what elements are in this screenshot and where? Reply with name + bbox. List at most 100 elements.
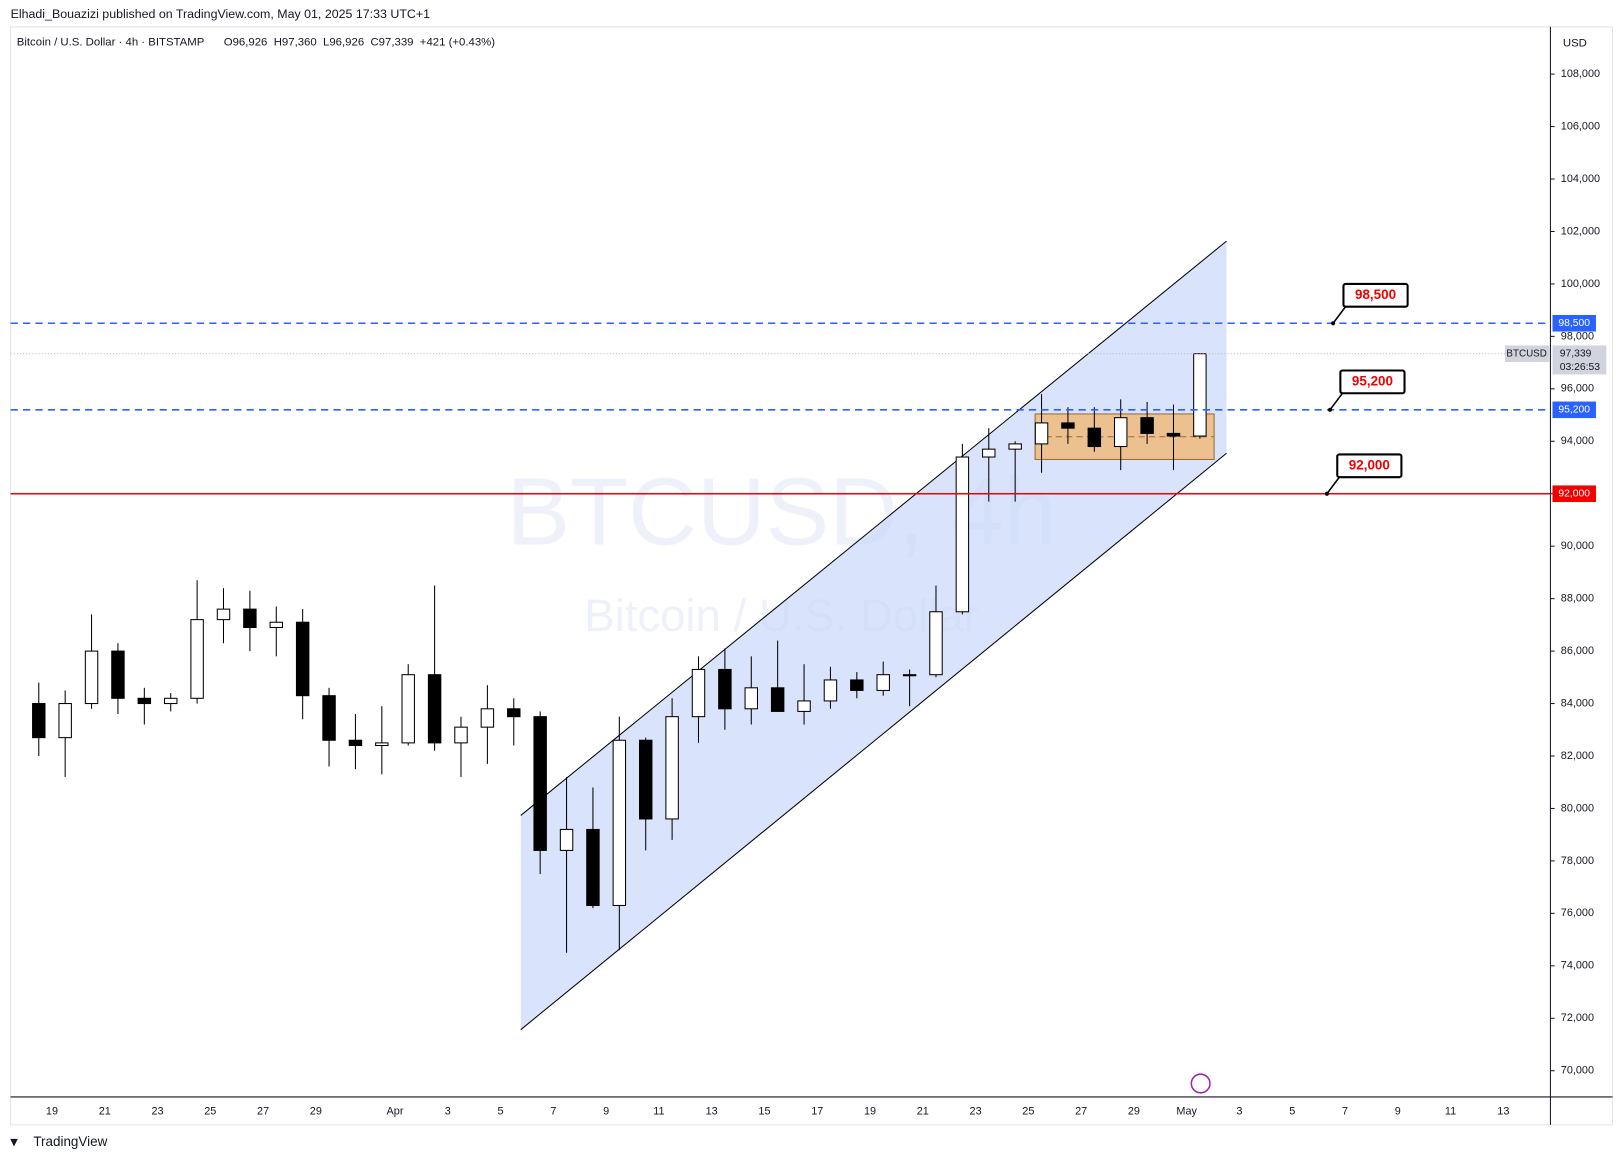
ohlc-line: O96,926 H97,360 L96,926 C97,339 +421 (+0… [224, 36, 496, 48]
candle-body [427, 674, 442, 744]
candle-body [295, 621, 310, 697]
x-tick-label: 5 [1289, 1105, 1295, 1117]
x-tick-label: 19 [864, 1105, 876, 1117]
y-tick-label: 74,000 [1561, 960, 1594, 972]
candle-body [929, 611, 943, 676]
frame [10, 26, 1614, 1126]
candle-body [797, 700, 811, 712]
y-tick-label: 86,000 [1561, 645, 1594, 657]
candle-body [902, 674, 917, 677]
footer: TradingView [33, 1134, 107, 1149]
candle-body [137, 697, 152, 705]
callout-anchor [1331, 321, 1336, 326]
currency: USD [1563, 37, 1587, 49]
candle-body [691, 668, 706, 718]
candle-body [559, 828, 574, 851]
candle-body [823, 679, 838, 702]
x-tick-label: 27 [257, 1105, 269, 1117]
candle-body [612, 739, 627, 907]
callout-box [1339, 369, 1406, 395]
candle-body [454, 726, 468, 744]
x-tick-label: 9 [1395, 1105, 1401, 1117]
candle-body [375, 742, 389, 747]
channel-upper [520, 240, 1227, 816]
callout-label: 98,500 [1355, 287, 1396, 302]
candle-body [850, 679, 864, 691]
candle-body [32, 703, 46, 739]
candle-body [480, 708, 495, 728]
candle-body [163, 697, 178, 705]
header: Elhadi_Bouazizi published on TradingView… [11, 7, 431, 21]
event-icon[interactable] [1190, 1073, 1211, 1094]
x-tick-label: 11 [653, 1105, 664, 1117]
countdown-label: 03:26:53 [1560, 362, 1600, 373]
x-tick-label: 13 [1497, 1105, 1509, 1117]
x-tick-label: 23 [970, 1105, 982, 1117]
x-tick-label: 13 [706, 1105, 718, 1117]
callout-label: 95,200 [1352, 373, 1393, 388]
candle-body [1166, 432, 1181, 437]
callout-box [1336, 453, 1403, 479]
callout-label: 92,000 [1349, 457, 1390, 472]
x-tick-label: 7 [550, 1105, 556, 1117]
symbol-line: Bitcoin / U.S. Dollar · 4h · BITSTAMP [17, 36, 205, 48]
y-tick-label: 98,000 [1561, 330, 1594, 342]
x-tick-label: Apr [387, 1105, 404, 1117]
candle-body [401, 674, 415, 744]
logo-mark: ▾ [10, 1134, 18, 1149]
candle-body [243, 608, 257, 629]
y-tick-label: 108,000 [1561, 68, 1600, 80]
price-tag-label: 97,339 [1560, 348, 1592, 359]
x-tick-label: 15 [758, 1105, 770, 1117]
callout-anchor [1324, 491, 1329, 496]
axis-tag [1552, 314, 1596, 332]
candle-body [638, 739, 653, 820]
candle-body [1193, 353, 1207, 437]
y-tick-label: 76,000 [1561, 907, 1594, 919]
y-tick-label: 70,000 [1561, 1065, 1594, 1077]
callout-anchor [1327, 407, 1333, 412]
candle-body [1140, 417, 1154, 434]
axis-tag-label: 92,000 [1558, 488, 1590, 499]
y-tick-label: 80,000 [1561, 802, 1594, 814]
candle-body [1113, 417, 1128, 448]
y-tick-label: 104,000 [1561, 173, 1600, 185]
candle-body [955, 456, 970, 613]
x-tick-label: 5 [498, 1105, 504, 1117]
symbol-tag-label: BTCUSD [1506, 348, 1546, 359]
candle-body [507, 708, 521, 718]
candle-body [190, 619, 204, 699]
candle-body [1087, 427, 1102, 448]
symbol-tag [1504, 345, 1550, 362]
price-tag [1552, 345, 1607, 375]
candle-body [770, 687, 785, 712]
x-tick-label: 17 [811, 1105, 823, 1117]
x-tick-label: 3 [1236, 1105, 1242, 1117]
candle-body [718, 668, 732, 710]
candle-body [269, 621, 284, 629]
y-tick-label: 82,000 [1561, 750, 1594, 762]
y-tick-label: 94,000 [1561, 435, 1594, 447]
candle-body [216, 608, 231, 621]
x-tick-label: 29 [310, 1105, 322, 1117]
candle-body [533, 716, 547, 851]
candle-body [1061, 422, 1075, 429]
candle-body [322, 695, 336, 741]
y-tick-label: 90,000 [1561, 540, 1594, 552]
channel-lower [520, 452, 1227, 1031]
candle-body [348, 739, 363, 747]
x-tick-label: 9 [603, 1105, 609, 1117]
candle-body [1034, 422, 1049, 445]
candle-body [58, 703, 72, 739]
x-tick-label: 7 [1342, 1105, 1348, 1117]
x-tick-label: 25 [1022, 1105, 1034, 1117]
y-tick-label: 102,000 [1561, 225, 1600, 237]
x-tick-label: 19 [46, 1105, 58, 1117]
x-tick-label: 27 [1075, 1105, 1087, 1117]
y-tick-label: 100,000 [1561, 278, 1600, 290]
x-tick-label: 21 [99, 1105, 111, 1117]
candle-body [1008, 443, 1022, 450]
candle-body [876, 674, 890, 691]
candle-body [982, 448, 996, 458]
